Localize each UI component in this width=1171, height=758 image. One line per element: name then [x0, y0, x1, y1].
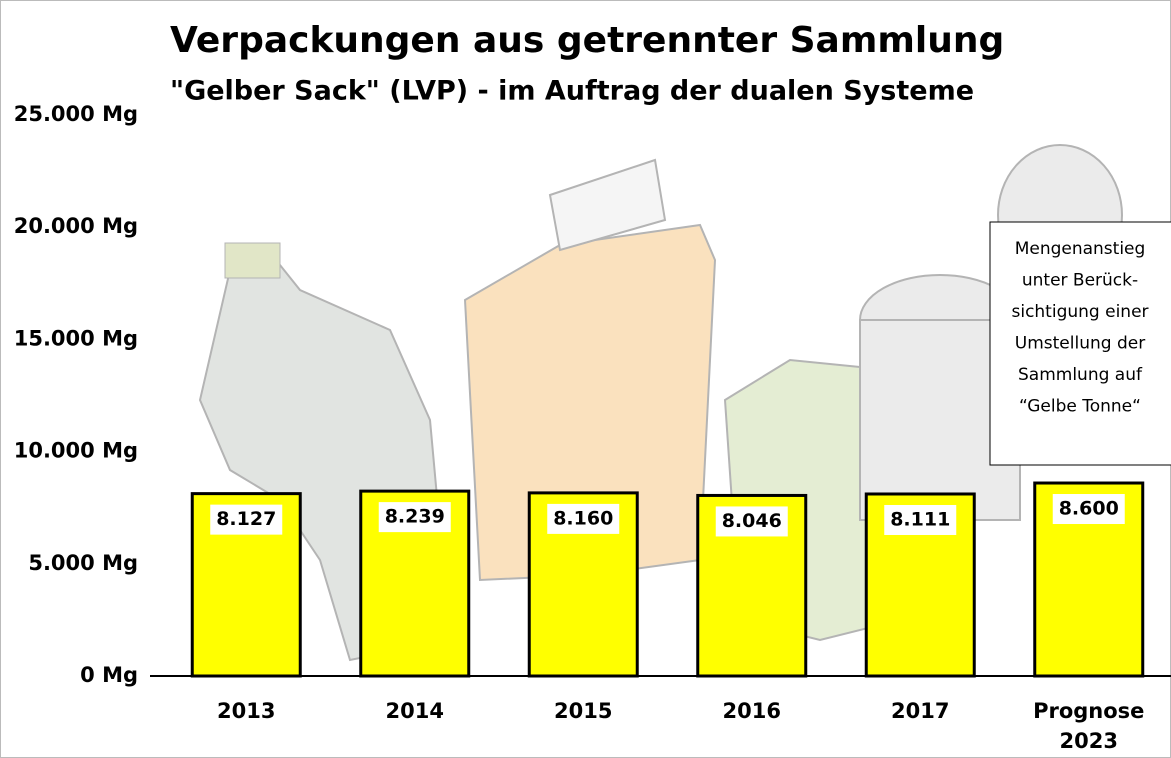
- x-tick-label-line: 2015: [554, 699, 612, 723]
- x-tick-label: 2015: [554, 699, 612, 723]
- annotation-line: sichtigung einer: [1011, 302, 1148, 322]
- value-label: 8.111: [890, 508, 950, 530]
- annotation-line: Sammlung auf: [1018, 365, 1143, 385]
- value-label: 8.600: [1059, 498, 1119, 520]
- x-tick-label: 2017: [891, 699, 949, 723]
- value-label: 8.046: [722, 510, 782, 532]
- y-tick-label: 20.000 Mg: [14, 214, 138, 238]
- chart: Verpackungen aus getrennter Sammlung "Ge…: [0, 0, 1171, 758]
- value-label: 8.239: [385, 506, 445, 528]
- value-label: 8.160: [553, 507, 613, 529]
- x-tick-label-line: 2023: [1060, 729, 1118, 753]
- x-tick-label: 2016: [723, 699, 781, 723]
- y-tick-label: 0 Mg: [80, 663, 138, 687]
- annotation-line: “Gelbe Tonne“: [1019, 397, 1141, 417]
- x-tick-label: 2014: [386, 699, 444, 723]
- annotation-line: Umstellung der: [1015, 334, 1145, 354]
- value-label: 8.127: [216, 508, 276, 530]
- y-tick-label: 25.000 Mg: [14, 102, 138, 126]
- x-tick-label-line: 2017: [891, 699, 949, 723]
- annotation-line: Mengenanstieg: [1015, 239, 1146, 259]
- x-tick-label-line: 2016: [723, 699, 781, 723]
- y-tick-label: 15.000 Mg: [14, 326, 138, 350]
- y-tick-label: 10.000 Mg: [14, 439, 138, 463]
- annotation-line: unter Berück-: [1022, 271, 1138, 291]
- x-tick-label: 2013: [217, 699, 275, 723]
- y-tick-label: 5.000 Mg: [28, 551, 138, 575]
- x-tick-label-line: 2014: [386, 699, 444, 723]
- chart-subtitle: "Gelber Sack" (LVP) - im Auftrag der dua…: [170, 76, 974, 107]
- x-tick-label-line: 2013: [217, 699, 275, 723]
- chart-title: Verpackungen aus getrennter Sammlung: [170, 20, 1004, 61]
- x-tick-label-line: Prognose: [1033, 699, 1144, 723]
